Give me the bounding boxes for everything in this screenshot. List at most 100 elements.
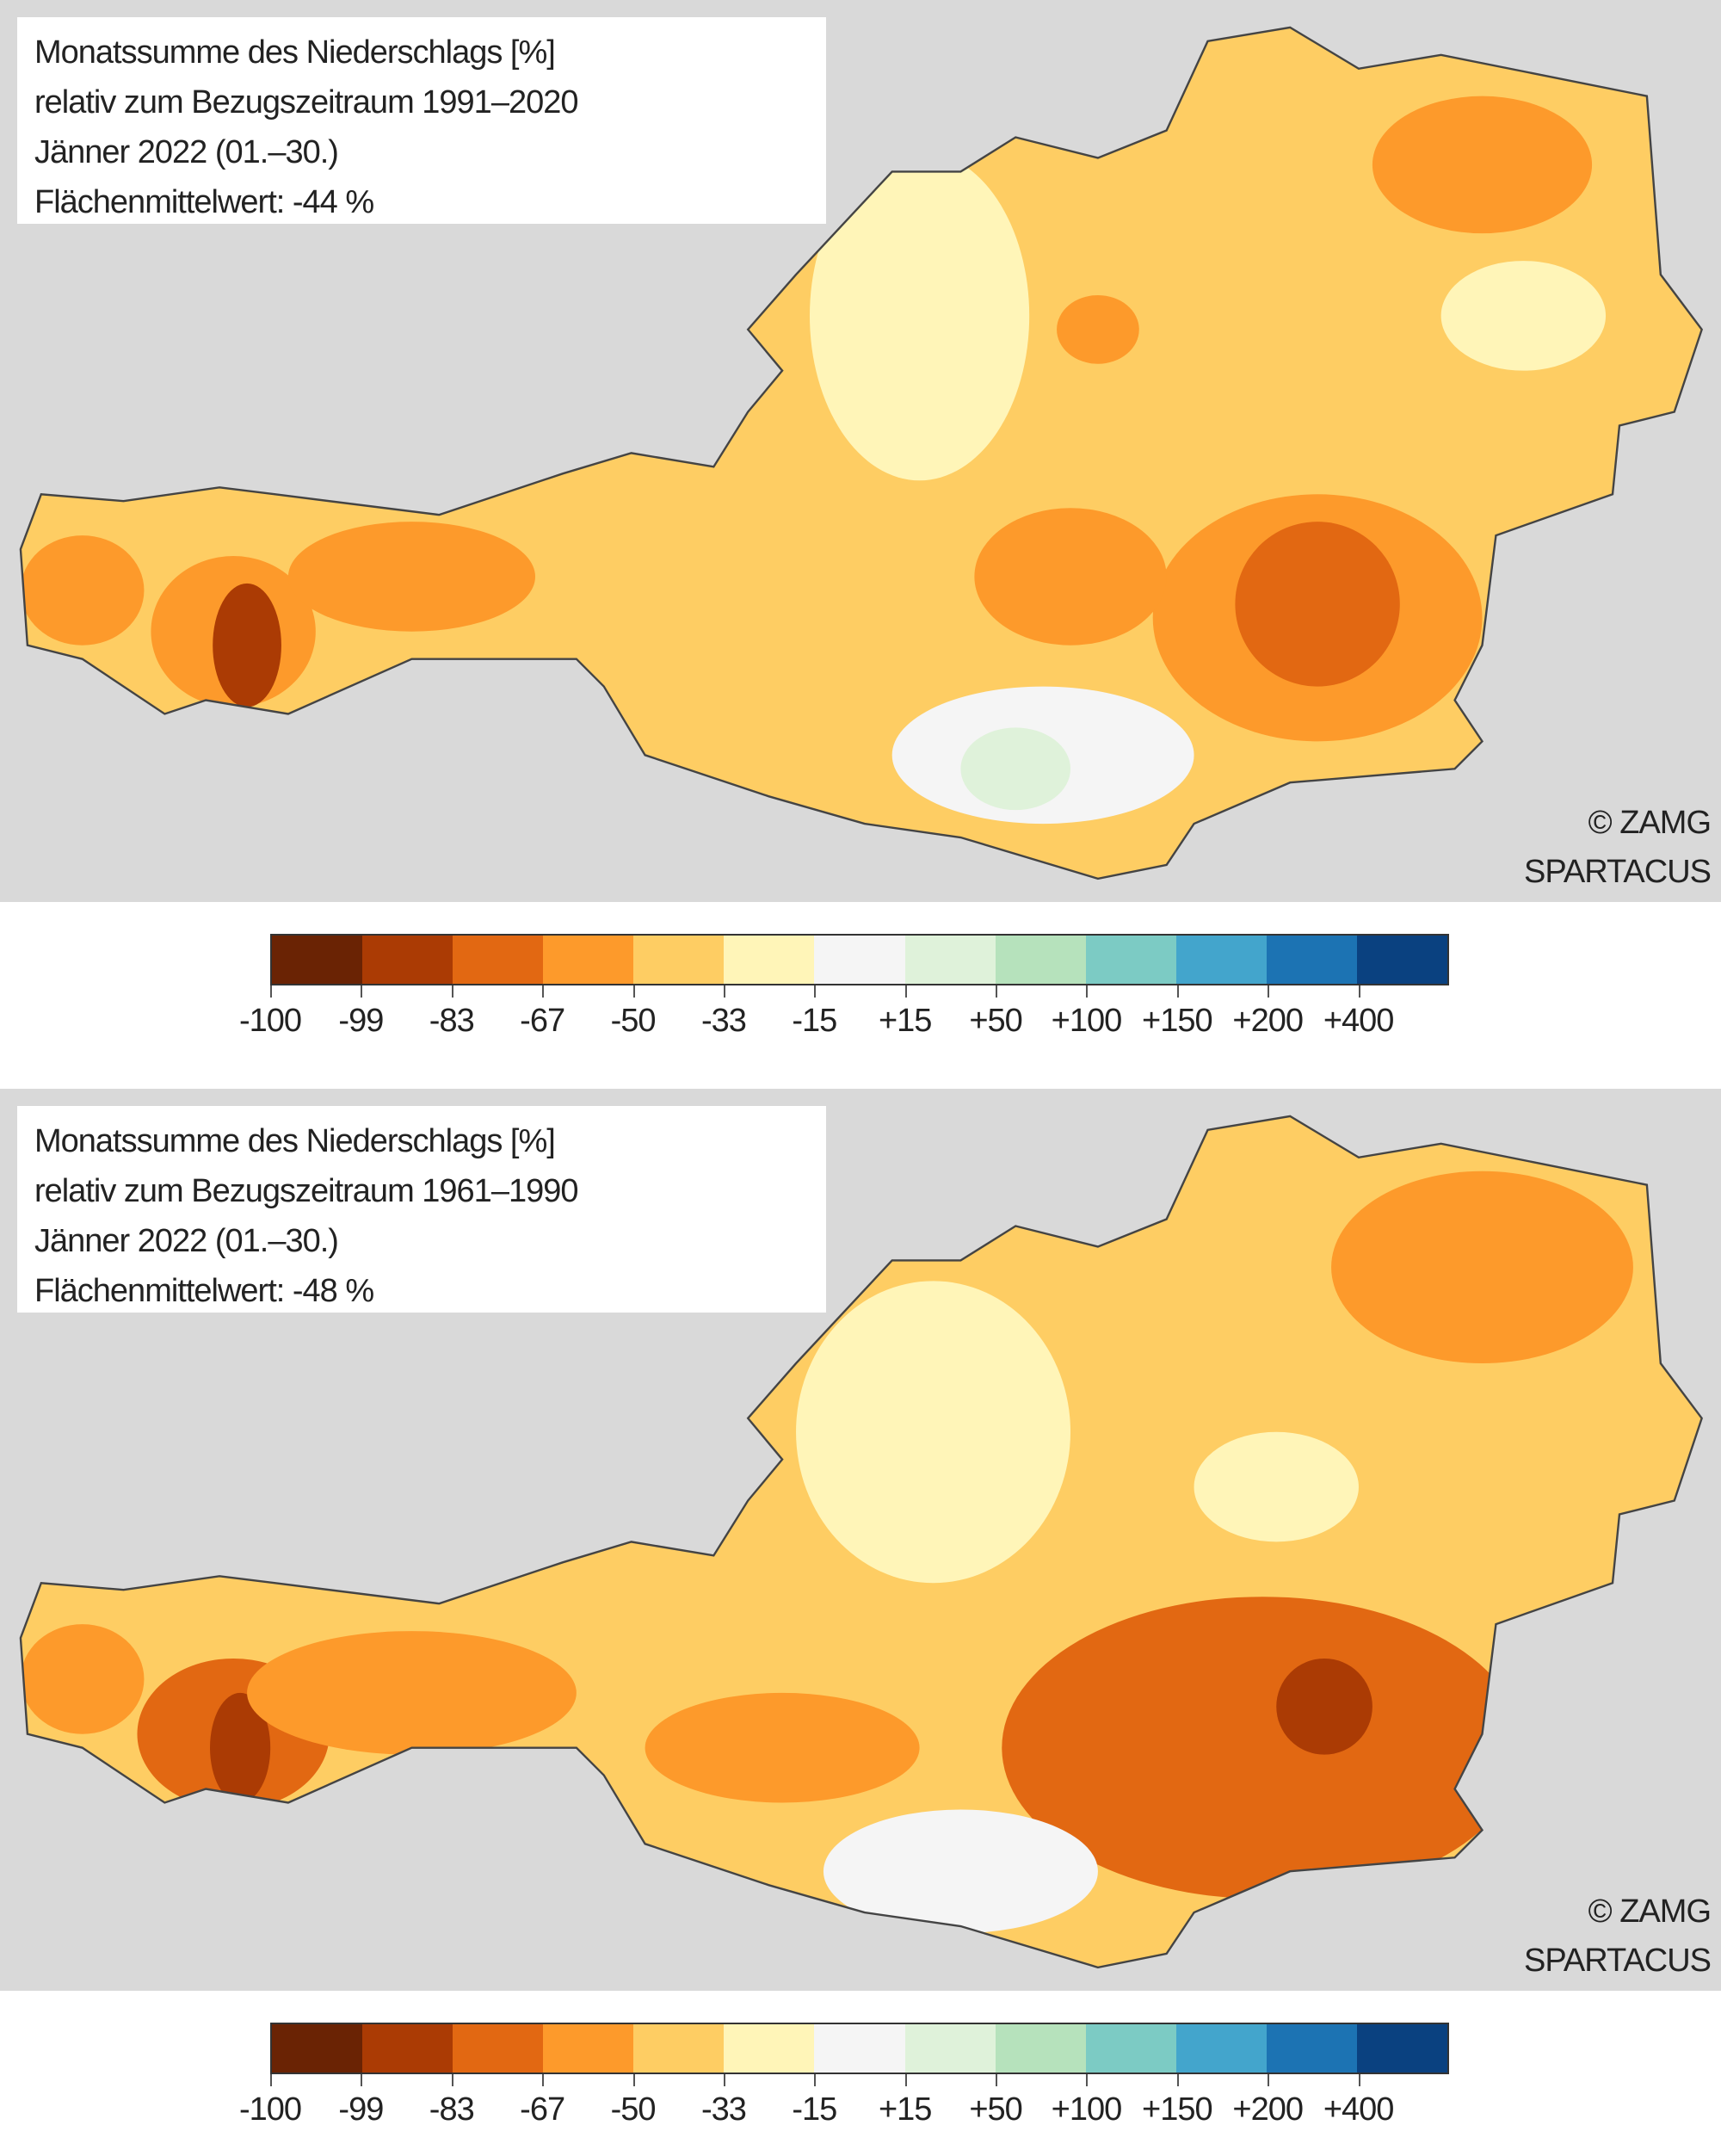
legend-tick-label: -100 (238, 2091, 302, 2128)
legend-tick (361, 985, 363, 998)
legend-tick-label: +50 (969, 2091, 1022, 2128)
legend-tick (904, 2074, 907, 2086)
country-border (19, 1115, 1704, 1969)
legend-tick (904, 985, 907, 998)
legend-tick-label: +150 (1142, 2091, 1213, 2128)
legend-tick (1358, 2074, 1360, 2086)
legend-tick-label: +200 (1232, 2091, 1304, 2128)
legend-tick (632, 2074, 635, 2086)
legend-tick-label: +100 (1051, 2091, 1123, 2128)
color-legend-ticks: -100 -99 -83 -67 -50 -33 -15 +15 +50 +100 +150 +200… (239, 2074, 1449, 2143)
legend-tick-label: -99 (338, 1003, 384, 1039)
precipitation-anomaly-area (1002, 1597, 1524, 1900)
precipitation-anomaly-area (1235, 522, 1400, 687)
credit-zamg: © ZAMG (1588, 805, 1712, 841)
legend-swatch (1175, 936, 1267, 984)
legend-tick-label: -67 (520, 2091, 565, 2128)
legend-swatch (724, 2024, 815, 2073)
precipitation-anomaly-area (20, 1624, 145, 1734)
country-border (19, 26, 1704, 880)
map-title: Monatssumme des Niederschlags [%] (34, 34, 556, 71)
legend-tick (451, 985, 453, 998)
legend-swatch (995, 936, 1086, 984)
precipitation-anomaly-area (247, 1631, 577, 1755)
legend-tick-label: -67 (520, 1003, 565, 1039)
legend-tick (542, 2074, 545, 2086)
legend-tick (814, 985, 817, 998)
reference-period: relativ zum Bezugszeitraum 1991–2020 (34, 84, 579, 120)
legend-tick (723, 985, 725, 998)
legend-tick-label: -99 (338, 2091, 384, 2128)
legend-tick (996, 2074, 998, 2086)
legend-tick-label: +15 (878, 1003, 932, 1039)
legend-swatch (543, 936, 634, 984)
legend-tick-label: -50 (610, 2091, 657, 2128)
legend-swatch (1356, 2024, 1448, 2073)
legend-tick (361, 2074, 363, 2086)
legend-tick (1176, 2074, 1179, 2086)
legend-swatch (1175, 2024, 1267, 2073)
legend-tick (270, 2074, 272, 2086)
legend-tick-label: -100 (238, 1003, 302, 1039)
color-legend-bar (270, 934, 1449, 985)
map-info-box: Monatssumme des Niederschlags [%] relati… (17, 1106, 826, 1313)
map-panel-1961-1990: Monatssumme des Niederschlags [%] relati… (0, 1089, 1721, 2156)
legend-tick (1358, 985, 1360, 998)
legend-tick-label: -15 (792, 1003, 837, 1039)
legend-tick (632, 985, 635, 998)
precipitation-anomaly-area (974, 508, 1167, 646)
legend-tick-label: +15 (878, 2091, 932, 2128)
precipitation-anomaly-area (1372, 96, 1593, 234)
legend-tick-label: -83 (429, 1003, 475, 1039)
map-title: Monatssumme des Niederschlags [%] (34, 1123, 556, 1159)
legend-swatch (453, 936, 544, 984)
legend-tick (451, 2074, 453, 2086)
legend-tick (1268, 2074, 1270, 2086)
precipitation-anomaly-area (645, 1692, 920, 1803)
legend-tick (814, 2074, 817, 2086)
precipitation-anomaly-area (1331, 1171, 1633, 1364)
precipitation-anomaly-area (1194, 1431, 1359, 1542)
credit-spartacus: SPARTACUS (1524, 1943, 1712, 1979)
precipitation-map (0, 0, 1721, 902)
legend-swatch (814, 2024, 905, 2073)
legend-tick-label: -50 (610, 1003, 657, 1039)
area-mean: Flächenmittelwert: -44 % (34, 184, 374, 220)
precipitation-anomaly-area (20, 535, 145, 646)
legend-tick-label: +400 (1323, 2091, 1395, 2128)
map-info-box: Monatssumme des Niederschlags [%] relati… (17, 17, 826, 224)
legend-tick-label: +50 (969, 1003, 1022, 1039)
precipitation-anomaly-area (210, 1692, 271, 1803)
reference-period: relativ zum Bezugszeitraum 1961–1990 (34, 1173, 579, 1209)
legend-swatch (814, 936, 905, 984)
precipitation-anomaly-area (287, 522, 536, 632)
legend-swatch (1085, 936, 1176, 984)
map-panel-1991-2020: Monatssumme des Niederschlags [%] relati… (0, 0, 1721, 1067)
precipitation-anomaly-area (809, 151, 1030, 481)
credit-spartacus: SPARTACUS (1524, 854, 1712, 890)
legend-tick-label: -33 (700, 2091, 747, 2128)
legend-swatch (543, 2024, 634, 2073)
precipitation-anomaly-area (796, 1281, 1071, 1584)
legend-swatch (633, 936, 725, 984)
legend-swatch (1356, 936, 1448, 984)
legend-tick (1086, 985, 1089, 998)
legend-swatch (1266, 2024, 1357, 2073)
legend-swatch (272, 936, 363, 984)
legend-tick-label: +100 (1051, 1003, 1123, 1039)
legend-swatch (362, 936, 453, 984)
legend-tick-label: +400 (1323, 1003, 1395, 1039)
legend-tick-label: -83 (429, 2091, 475, 2128)
legend-tick (1268, 985, 1270, 998)
legend-swatch (362, 2024, 453, 2073)
legend-swatch (904, 2024, 996, 2073)
legend-tick (270, 985, 272, 998)
legend-tick (723, 2074, 725, 2086)
legend-swatch (724, 936, 815, 984)
precipitation-anomaly-area (960, 727, 1071, 811)
legend-tick (1086, 2074, 1089, 2086)
date-range: Jänner 2022 (01.–30.) (34, 1223, 339, 1259)
legend-swatch (633, 2024, 725, 2073)
legend-tick (542, 985, 545, 998)
credit-zamg: © ZAMG (1588, 1893, 1712, 1930)
